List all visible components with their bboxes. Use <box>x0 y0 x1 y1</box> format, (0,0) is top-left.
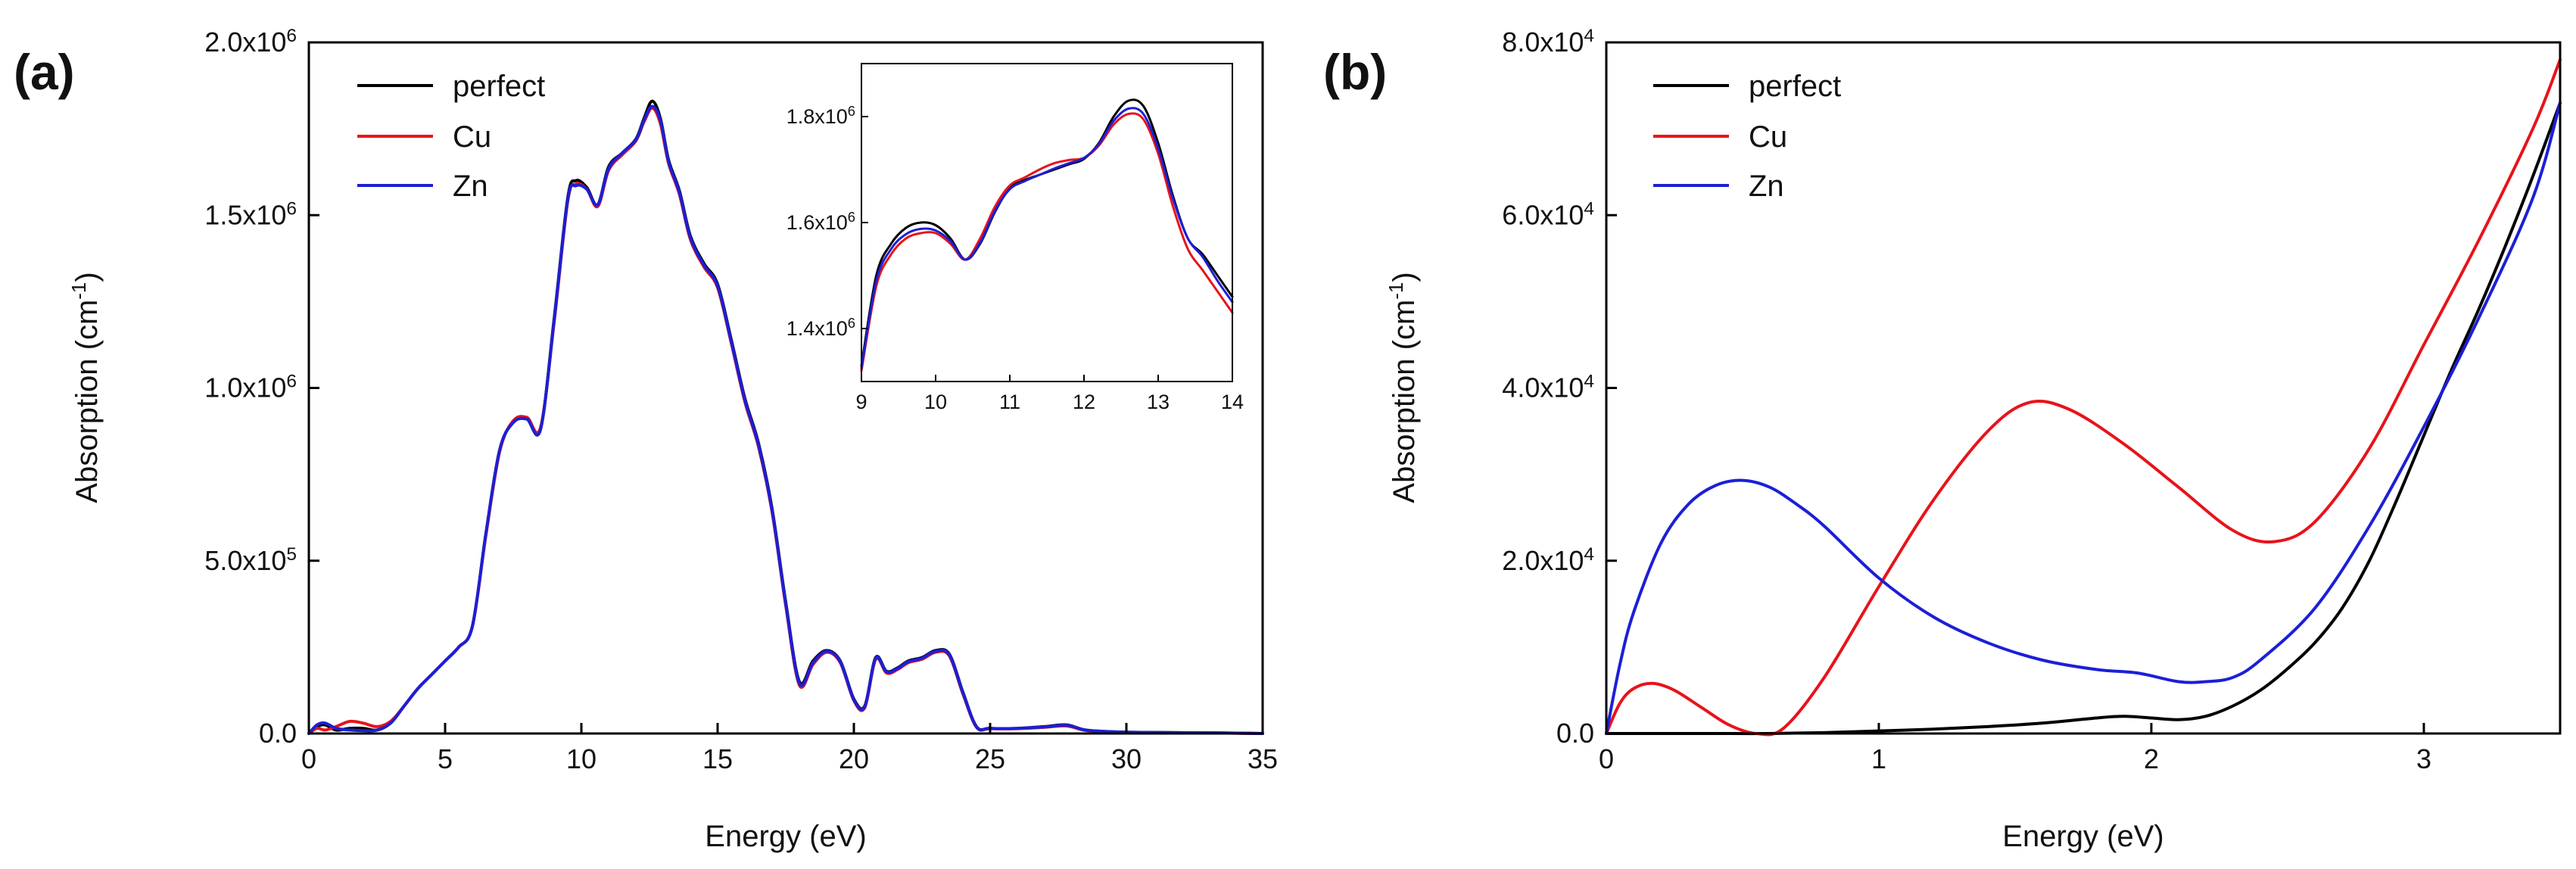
panel-a-series <box>307 99 1264 735</box>
panel-a: (a) 0 5 10 15 20 25 30 35 0.0 5.0x105 1.0x106 1.5x… <box>14 26 1278 854</box>
y-tick-label: 0.0 <box>259 718 297 749</box>
y-tick-label: 1.8x106 <box>787 103 855 129</box>
x-tick-label: 9 <box>855 391 867 413</box>
series-line-perfect <box>1605 101 2562 736</box>
x-tick-label: 11 <box>999 391 1020 413</box>
inset-xticks: 9 10 11 12 13 14 <box>855 375 1244 413</box>
legend-label-perfect: perfect <box>1749 70 1841 103</box>
y-tick-label: 1.0x106 <box>204 371 297 403</box>
x-tick-label: 10 <box>566 743 596 774</box>
panel-b-label: (b) <box>1323 44 1387 100</box>
panel-a-xlabel: Energy (eV) <box>705 820 866 853</box>
series-line-cu <box>860 112 1234 372</box>
panel-a-label: (a) <box>14 44 75 100</box>
series-line-cu <box>1605 58 2562 737</box>
x-tick-label: 10 <box>924 391 947 413</box>
y-tick-label: 6.0x104 <box>1502 198 1594 231</box>
x-tick-label: 2 <box>2144 743 2159 774</box>
legend-label-cu: Cu <box>1749 120 1787 154</box>
x-tick-label: 30 <box>1111 743 1142 774</box>
panel-a-xticks: 0 5 10 15 20 25 30 35 <box>301 723 1278 774</box>
panel-b: (b) 0 1 2 3 0.0 2.0x104 4.0x104 6.0x104 8.0x104… <box>1323 26 2562 853</box>
y-tick-label: 1.6x106 <box>787 209 855 235</box>
x-tick-label: 3 <box>2416 743 2431 774</box>
y-tick-label: 2.0x106 <box>204 26 297 58</box>
panel-a-yticks: 0.0 5.0x105 1.0x106 1.5x106 2.0x106 <box>204 26 319 749</box>
panel-b-yticks: 0.0 2.0x104 4.0x104 6.0x104 8.0x104 <box>1502 26 1617 749</box>
x-tick-label: 14 <box>1221 391 1244 413</box>
y-tick-label: 2.0x104 <box>1502 544 1594 576</box>
y-tick-label: 5.0x105 <box>204 544 297 576</box>
x-tick-label: 25 <box>975 743 1005 774</box>
inset-yticks: 1.4x106 1.6x106 1.8x106 <box>787 103 868 341</box>
y-tick-label: 1.5x106 <box>204 198 297 231</box>
x-tick-label: 12 <box>1073 391 1095 413</box>
series-line-zn <box>860 107 1234 369</box>
inset-series <box>860 98 1234 372</box>
y-tick-label: 8.0x104 <box>1502 26 1594 58</box>
panel-b-xticks: 0 1 2 3 <box>1599 723 2431 774</box>
y-tick-label: 1.4x106 <box>787 315 855 341</box>
x-tick-label: 0 <box>1599 743 1614 774</box>
x-tick-label: 5 <box>438 743 453 774</box>
legend-label-perfect: perfect <box>453 70 545 103</box>
legend-label-cu: Cu <box>453 120 491 154</box>
panel-b-series <box>1605 58 2562 737</box>
legend-label-zn: Zn <box>1749 170 1784 203</box>
series-line-zn <box>1605 101 2562 735</box>
x-tick-label: 20 <box>839 743 869 774</box>
x-tick-label: 1 <box>1871 743 1886 774</box>
x-tick-label: 35 <box>1248 743 1278 774</box>
panel-b-xlabel: Energy (eV) <box>2002 820 2163 853</box>
x-tick-label: 0 <box>301 743 316 774</box>
inset-chart: 9 10 11 12 13 14 1.4x106 1.6x106 1.8x106 <box>787 63 1244 413</box>
panel-a-ylabel: Absorption (cm-1) <box>67 272 104 503</box>
panel-b-legend: perfect Cu Zn <box>1653 70 1841 203</box>
y-tick-label: 0.0 <box>1556 718 1594 749</box>
panel-b-ylabel: Absorption (cm-1) <box>1385 272 1421 503</box>
x-tick-label: 13 <box>1147 391 1170 413</box>
panel-a-legend: perfect Cu Zn <box>357 70 545 203</box>
y-tick-label: 4.0x104 <box>1502 371 1594 403</box>
x-tick-label: 15 <box>702 743 733 774</box>
legend-label-zn: Zn <box>453 170 488 203</box>
series-line-zn <box>307 104 1264 735</box>
